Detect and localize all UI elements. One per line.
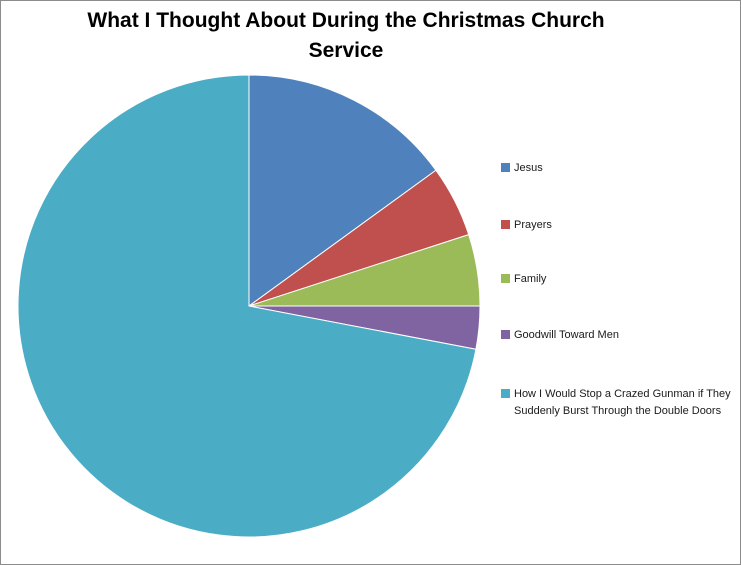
pie-slice-5 <box>17 74 477 538</box>
chart-title-line-1: What I Thought About During the Christma… <box>87 9 605 32</box>
chart-title: What I Thought About During the Christma… <box>71 6 621 66</box>
pie-slice-1 <box>248 74 437 307</box>
chart-title-line-2: Service <box>308 39 384 62</box>
